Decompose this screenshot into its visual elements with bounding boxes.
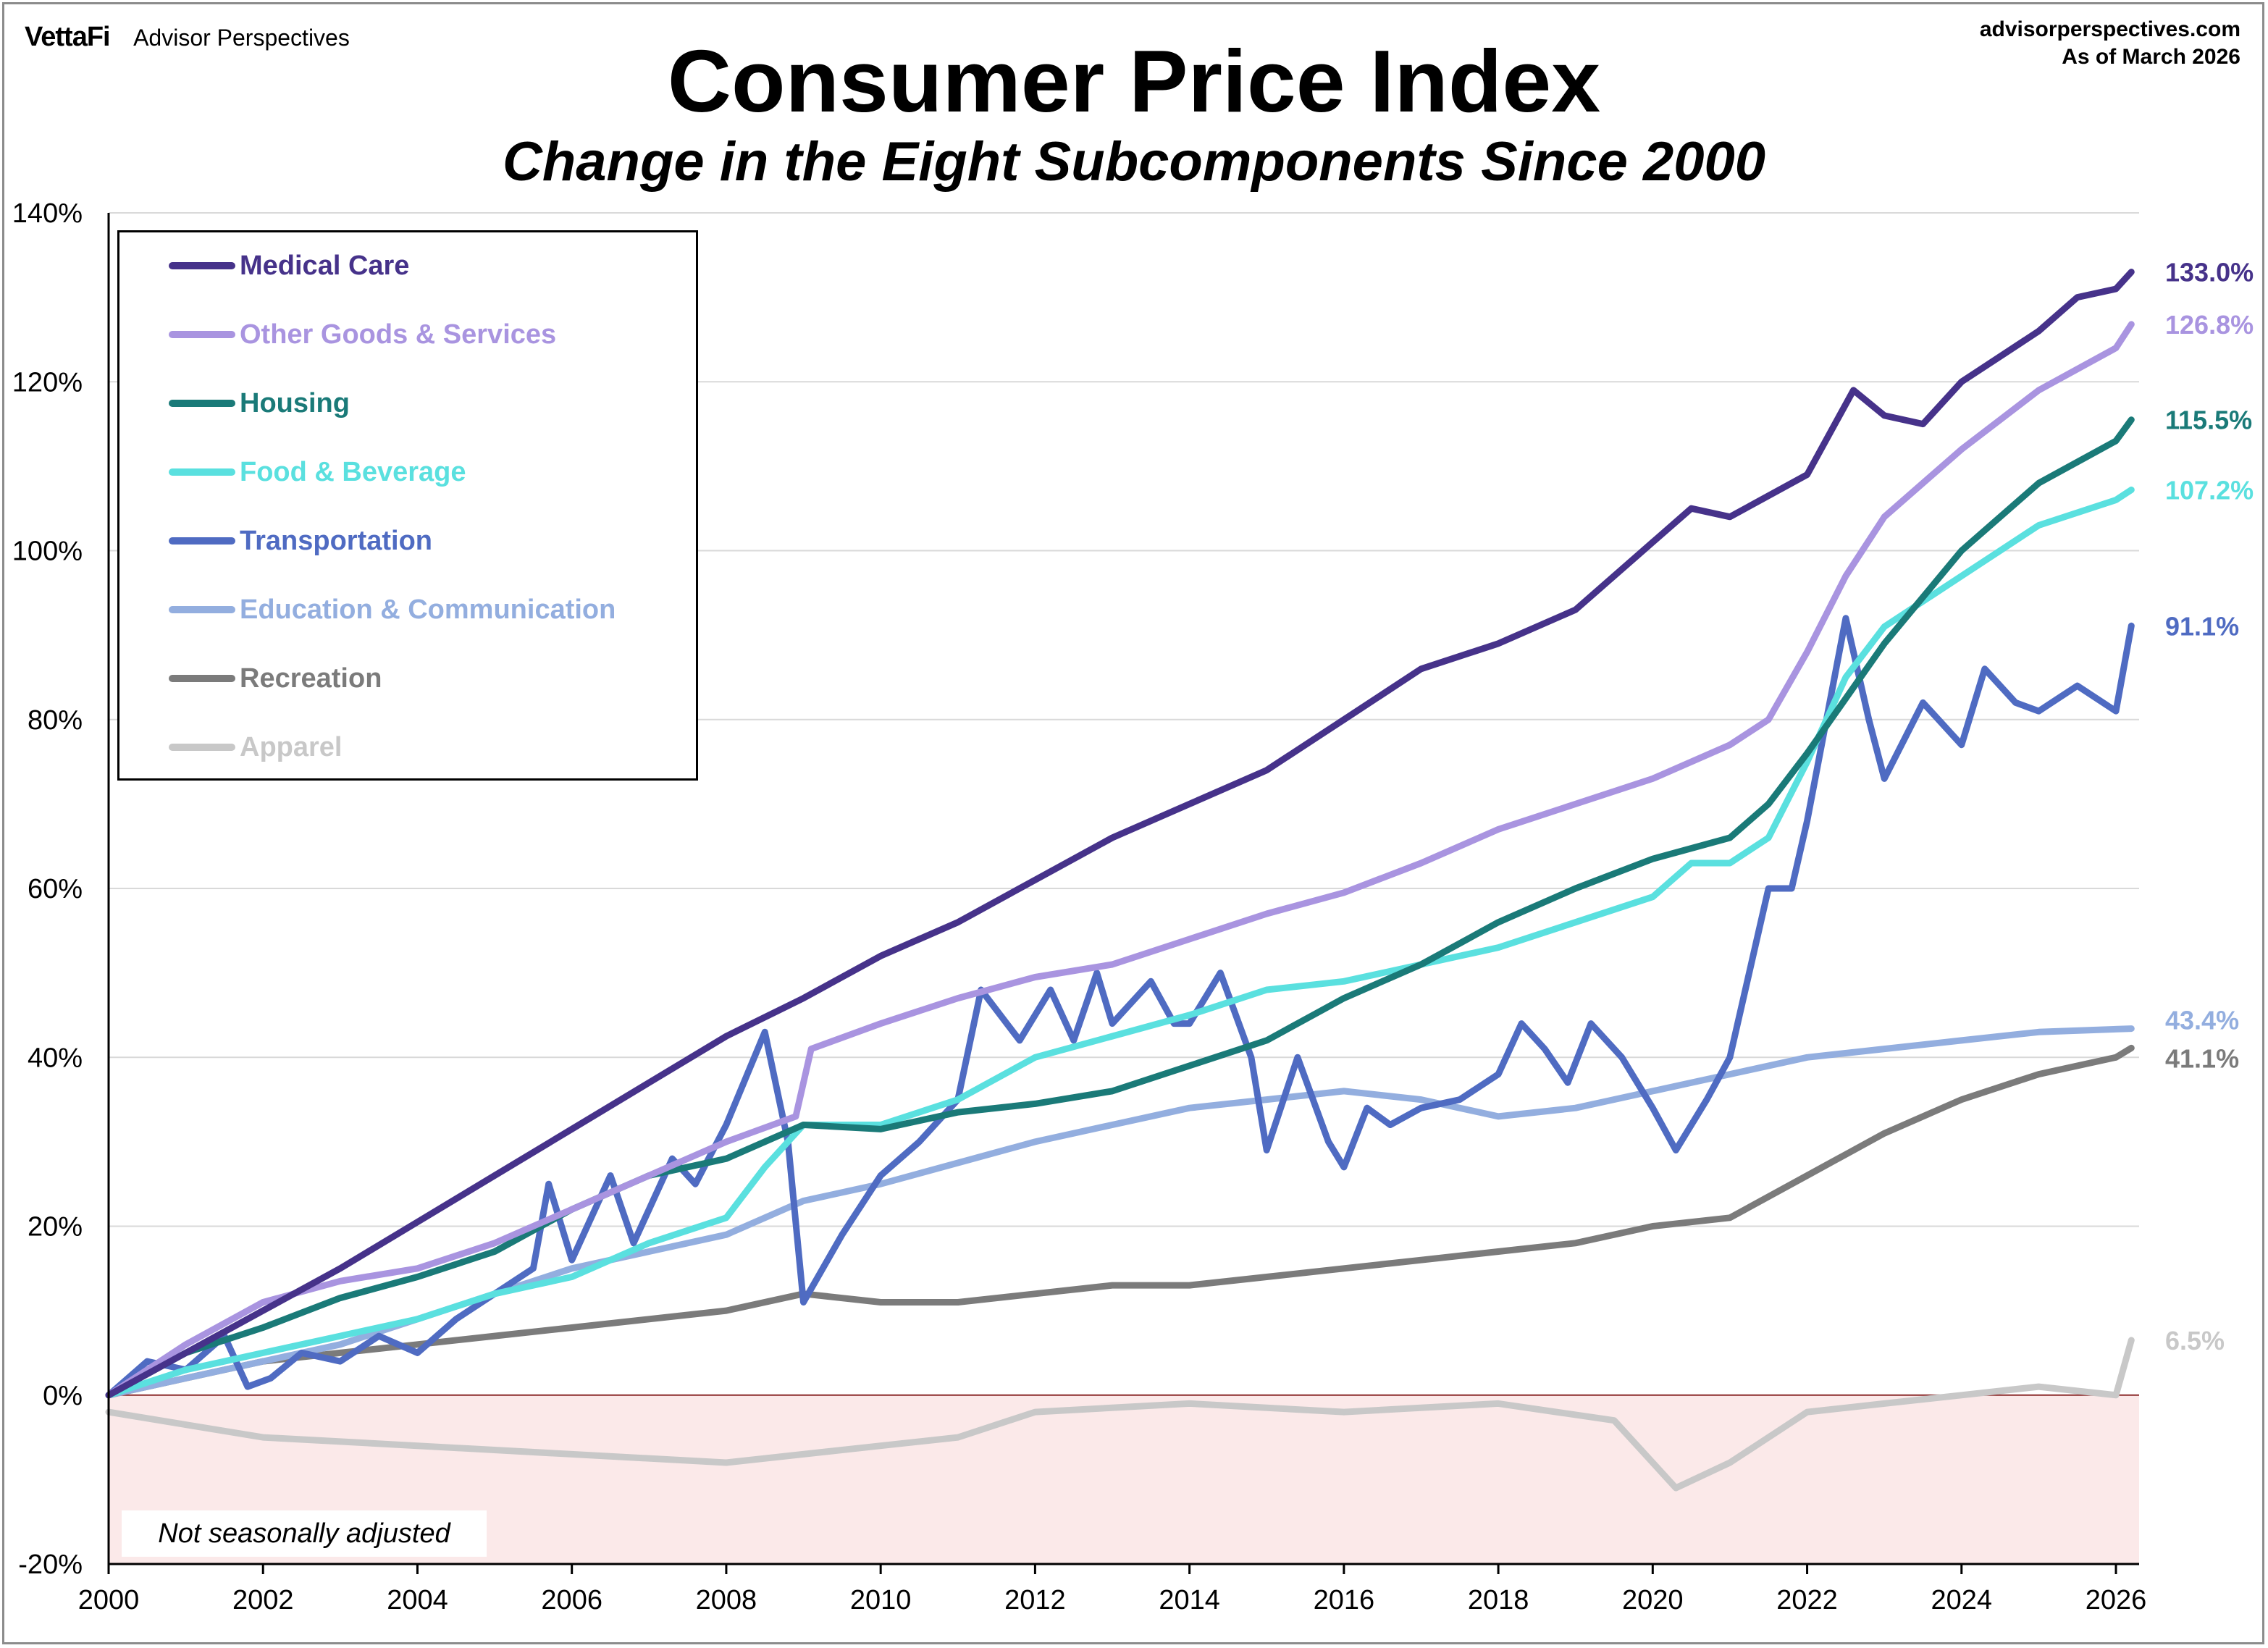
x-tick-label: 2000 [78,1585,140,1615]
x-tick-label: 2022 [1776,1585,1838,1615]
legend-item: Medical Care [169,250,410,281]
x-tick-label: 2006 [541,1585,602,1615]
legend-item: Transportation [169,525,433,556]
legend-item: Food & Beverage [169,456,466,487]
legend-label: Food & Beverage [240,456,466,487]
x-tick-label: 2018 [1468,1585,1529,1615]
legend-item: Education & Communication [169,594,616,625]
x-tick-label: 2002 [232,1585,294,1615]
end-label: 91.1% [2165,611,2239,641]
source-site: advisorperspectives.com [1979,17,2240,41]
legend-swatch [169,400,235,407]
end-label: 43.4% [2165,1006,2239,1035]
end-label: 6.5% [2165,1326,2225,1355]
end-labels: 133.0% 126.8% 115.5% 107.2% 91.1% 43.4% 41.1% 6… [2165,258,2254,1355]
legend-swatch [169,744,235,751]
legend-label: Transportation [240,525,433,556]
end-label: 133.0% [2165,258,2254,287]
legend-swatch [169,606,235,613]
chart-title: Consumer Price Index [667,32,1601,130]
legend-item: Recreation [169,663,382,694]
brand-name: Advisor Perspectives [133,25,350,51]
y-tick-label: 80% [28,705,83,736]
x-tick-label: 2012 [1004,1585,1066,1615]
y-tick-label: -20% [18,1550,83,1580]
legend-label: Housing [240,387,350,419]
y-tick-label: 20% [28,1212,83,1243]
legend-swatch [169,537,235,545]
y-tick-label: 100% [12,537,83,567]
series-line-recreation [105,1044,2135,1399]
y-tick-label: 40% [28,1043,83,1073]
x-tick-label: 2014 [1159,1585,1220,1615]
legend-label: Education & Communication [240,594,616,625]
legend-item: Housing [169,387,350,419]
series-line-apparel [105,1337,2135,1492]
source-info: advisorperspectives.com As of March 2026 [1980,16,2240,71]
series-line-housing [105,416,2135,1399]
series-line-transportation [105,615,2135,1399]
seasonal-note: Not seasonally adjusted [122,1510,487,1557]
end-label: 126.8% [2165,310,2254,340]
x-tick-label: 2010 [850,1585,912,1615]
series-line-medical-care [105,269,2135,1399]
series-line-food-beverage [105,487,2135,1399]
legend: Medical Care Other Goods & Services Housin… [117,230,698,781]
x-tick-label: 2004 [387,1585,448,1615]
legend-label: Apparel [240,731,343,762]
chart-subtitle: Change in the Eight Subcomponents Since … [502,131,1766,193]
legend-swatch [169,468,235,476]
legend-swatch [169,331,235,338]
legend-label: Medical Care [240,250,410,281]
series-lines [105,269,2135,1492]
y-tick-label: 60% [28,874,83,904]
axes: -20% 0% 20% 40% 60% 80% 100% 120% 140% 2000 2002 20… [12,198,2146,1615]
legend-swatch [169,675,235,682]
legend-item: Apparel [169,731,343,762]
end-label: 107.2% [2165,476,2254,505]
brand-header: VettaFi Advisor Perspectives [25,22,350,53]
x-tick-label: 2026 [2086,1585,2147,1615]
x-tick-label: 2024 [1931,1585,1993,1615]
legend-label: Recreation [240,663,382,694]
series-line-education-communication [105,1025,2135,1399]
y-tick-label: 120% [12,367,83,398]
y-tick-label: 140% [12,198,83,229]
x-tick-label: 2016 [1314,1585,1375,1615]
as-of-date: As of March 2026 [2062,45,2240,69]
end-label: 115.5% [2165,405,2252,435]
end-label: 41.1% [2165,1043,2239,1073]
legend-swatch [169,262,235,269]
vettafi-logo: VettaFi [25,22,111,52]
legend-label: Other Goods & Services [240,319,557,350]
x-tick-label: 2020 [1622,1585,1684,1615]
x-tick-label: 2008 [696,1585,757,1615]
legend-item: Other Goods & Services [169,319,557,350]
series-line-other-goods-services [105,321,2135,1399]
y-tick-label: 0% [43,1381,83,1411]
